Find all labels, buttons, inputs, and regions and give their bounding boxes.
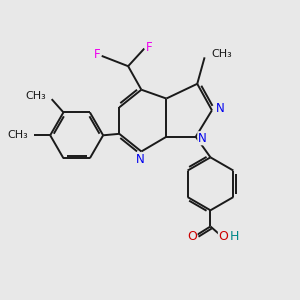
Text: O: O xyxy=(218,230,228,243)
Text: CH₃: CH₃ xyxy=(211,50,232,59)
Text: H: H xyxy=(230,230,239,243)
Text: N: N xyxy=(198,132,207,145)
Text: F: F xyxy=(94,48,101,61)
Text: F: F xyxy=(146,40,152,54)
Text: CH₃: CH₃ xyxy=(8,130,28,140)
Text: N: N xyxy=(216,102,224,115)
Text: CH₃: CH₃ xyxy=(25,91,46,100)
Text: O: O xyxy=(187,230,197,243)
Text: N: N xyxy=(136,153,144,166)
